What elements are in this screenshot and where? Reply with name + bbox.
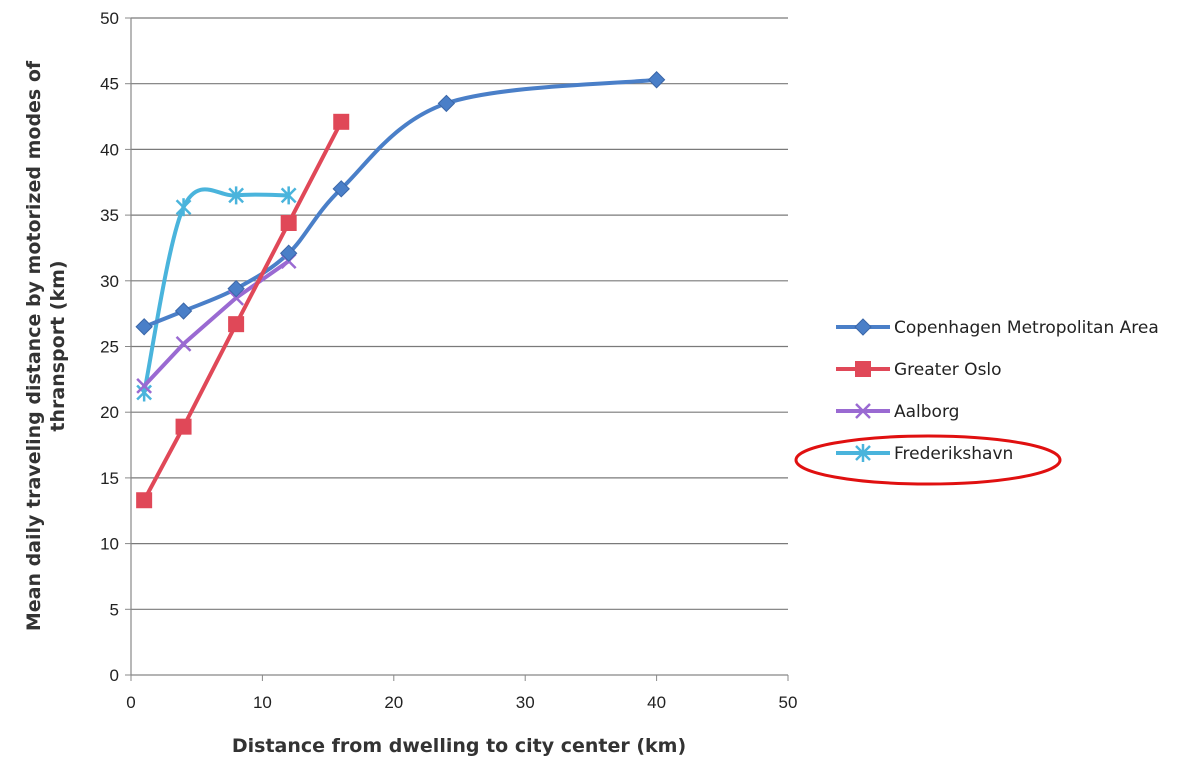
legend: Copenhagen Metropolitan Area Greater Oslo…: [836, 318, 1159, 464]
y-axis-title: Mean daily traveling distance by motoriz…: [23, 60, 69, 631]
y-axis-title-line1: Mean daily traveling distance by motoriz…: [23, 60, 45, 631]
point-greater-oslo-4: [333, 113, 350, 130]
y-axis-title-line2: thransport (km): [47, 260, 69, 431]
x-tick-label: 0: [126, 693, 135, 712]
legend-label: Frederikshavn: [894, 444, 1013, 464]
series-markers: [135, 71, 666, 509]
point-greater-oslo-3: [280, 214, 297, 231]
x-tick-label: 50: [779, 693, 798, 712]
series-lines: [142, 77, 659, 503]
x-axis-title: Distance from dwelling to city center (k…: [232, 735, 686, 757]
point-frederikshavn-3: [280, 186, 297, 205]
legend-marker-copenhagen-metropolitan-area: [854, 318, 872, 336]
legend-marker-greater-oslo: [855, 361, 871, 377]
x-tick-label: 30: [516, 693, 535, 712]
point-copenhagen-metropolitan-area-0: [135, 318, 153, 336]
legend-label: Greater Oslo: [894, 360, 1002, 380]
y-tick-label: 50: [100, 9, 119, 28]
x-tick-label: 40: [647, 693, 666, 712]
point-aalborg-2-stroke-b: [228, 289, 245, 306]
y-tick-label: 35: [100, 206, 119, 225]
series-line-frederikshavn: [142, 187, 291, 395]
point-greater-oslo-2: [228, 316, 245, 333]
legend-marker-aalborg-stroke-b: [855, 403, 871, 419]
y-tick-label: 40: [100, 140, 119, 159]
x-tick-label: 10: [253, 693, 272, 712]
point-aalborg-0-stroke-b: [136, 378, 153, 394]
point-copenhagen-metropolitan-area-5: [437, 94, 456, 113]
point-copenhagen-metropolitan-area-3: [279, 244, 298, 262]
y-tick-label: 10: [100, 535, 119, 554]
y-tick-label: 20: [100, 403, 119, 422]
grid-lines: [131, 17, 788, 610]
point-greater-oslo-0: [136, 492, 153, 509]
y-tick-label: 5: [110, 600, 119, 619]
x-tick-labels: 0 10 20 30 40 50: [126, 675, 797, 712]
point-aalborg-0: [136, 378, 153, 394]
legend-marker-aalborg: [855, 403, 871, 419]
legend-item-greater-oslo: Greater Oslo: [836, 360, 1002, 380]
legend-item-aalborg: Aalborg: [836, 402, 959, 422]
series-line-greater-oslo: [142, 119, 344, 503]
legend-label: Copenhagen Metropolitan Area: [894, 318, 1159, 338]
point-copenhagen-metropolitan-area-1: [174, 302, 193, 320]
series-line-copenhagen-metropolitan-area: [142, 77, 659, 329]
point-copenhagen-metropolitan-area-6: [647, 71, 666, 89]
point-aalborg-1-stroke-b: [175, 335, 192, 352]
y-tick-label: 15: [100, 469, 119, 488]
y-tick-label: 45: [100, 75, 119, 94]
point-aalborg-1: [175, 335, 192, 352]
point-copenhagen-metropolitan-area-4: [332, 180, 350, 198]
y-tick-label: 0: [110, 666, 119, 685]
point-greater-oslo-1: [175, 418, 192, 435]
y-tick-labels: 0 5 10 15 20 25 30 35 40 45 50: [100, 9, 131, 685]
y-tick-label: 25: [100, 338, 119, 357]
highlight-ellipse: [794, 434, 1062, 486]
point-frederikshavn-2: [228, 186, 245, 205]
legend-label: Aalborg: [894, 402, 959, 422]
y-tick-label: 30: [100, 272, 119, 291]
series-line-aalborg: [142, 259, 291, 388]
point-aalborg-2: [228, 289, 245, 306]
legend-item-copenhagen-metropolitan-area: Copenhagen Metropolitan Area: [836, 318, 1159, 338]
legend-item-frederikshavn: Frederikshavn: [836, 444, 1013, 464]
point-frederikshavn-1: [175, 198, 192, 217]
x-tick-label: 20: [384, 693, 403, 712]
legend-marker-frederikshavn: [855, 444, 871, 462]
point-copenhagen-metropolitan-area-2: [227, 279, 245, 298]
